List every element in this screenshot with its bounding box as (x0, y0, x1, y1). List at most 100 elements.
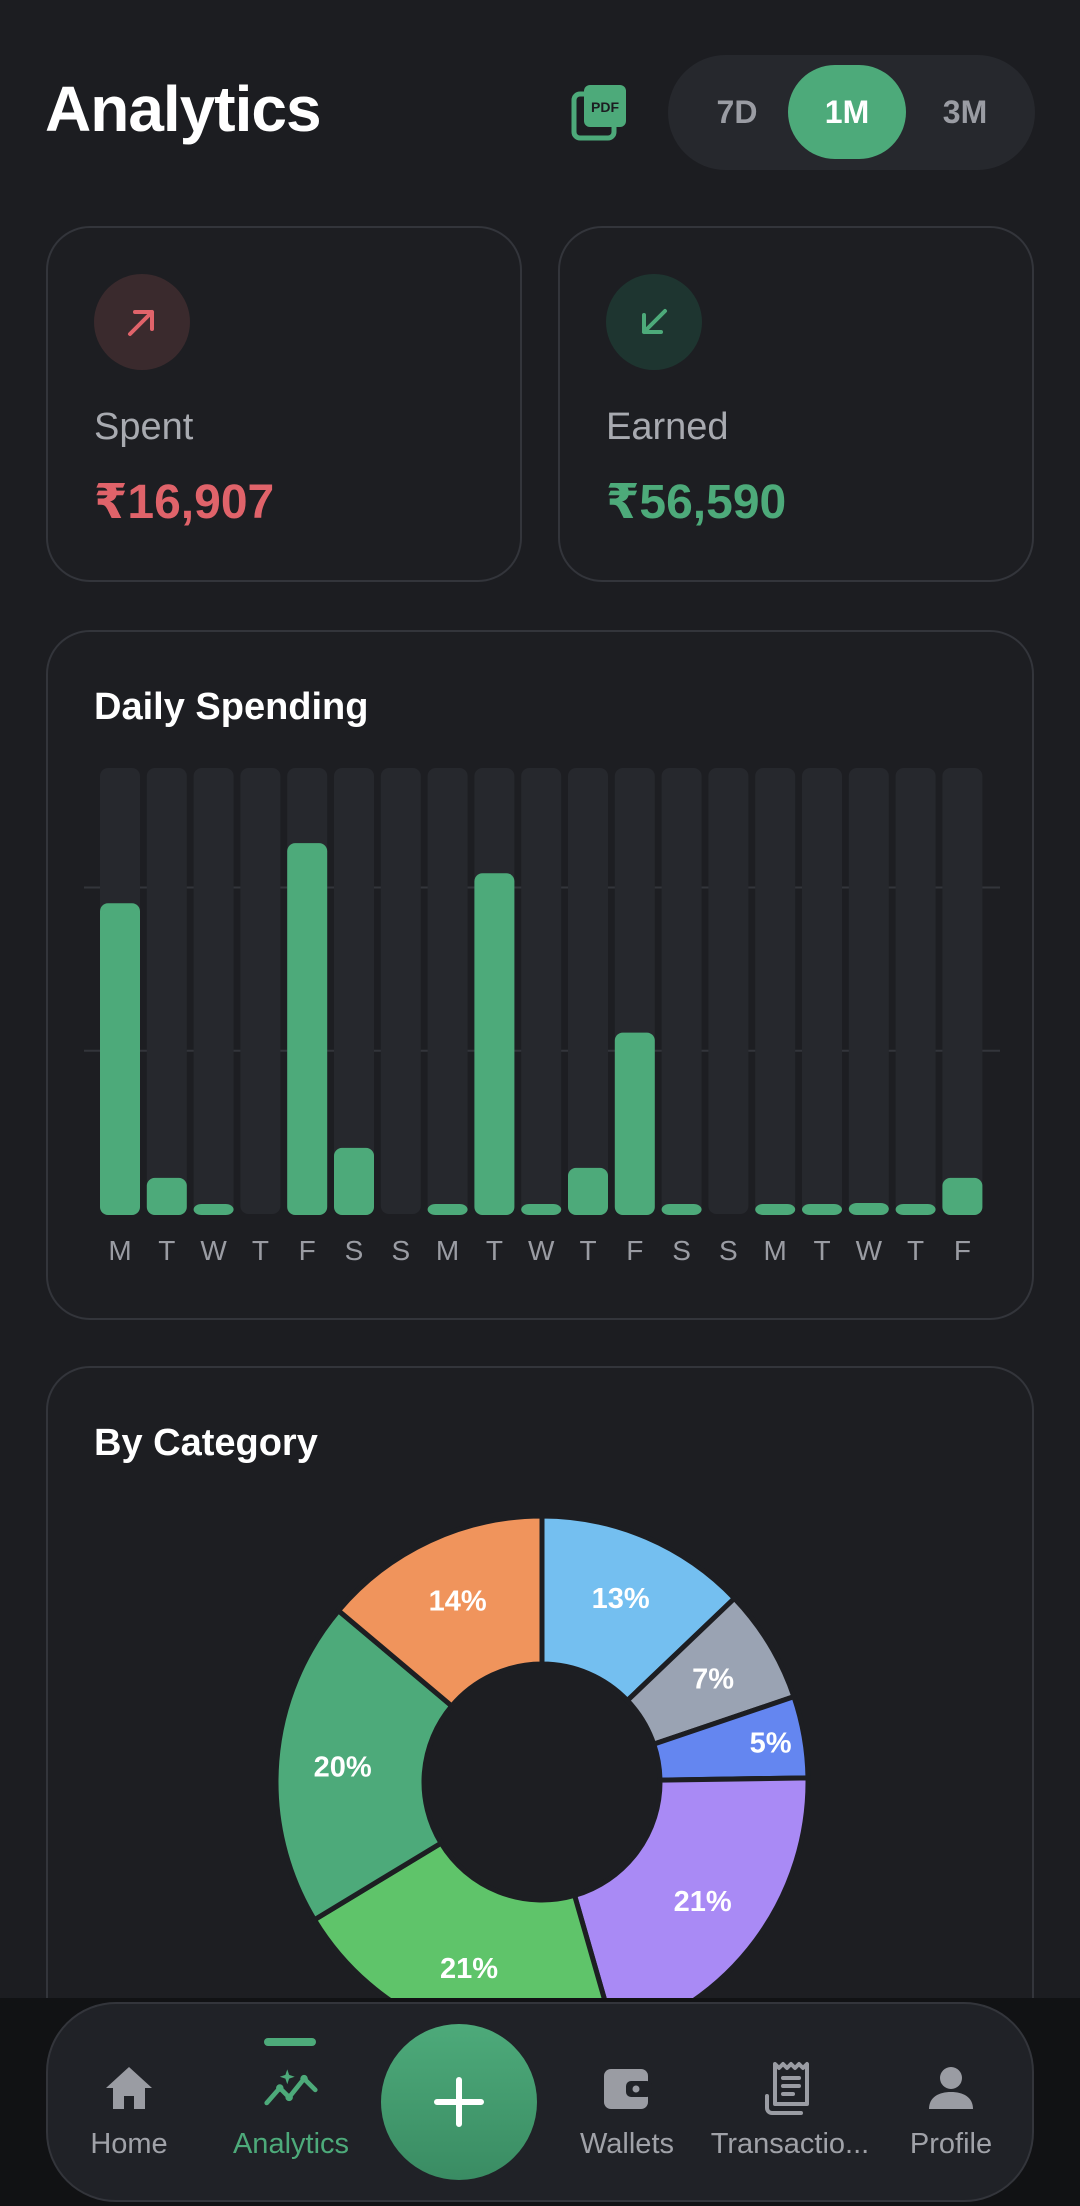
category-donut-chart: 13% 7% 5% 21% 21% 20% 14% (273, 1513, 811, 2051)
category-slice[interactable] (273, 1607, 456, 1924)
daily-bar[interactable] (287, 843, 328, 1215)
day-tick-label: F (954, 1235, 971, 1266)
nav-home-label: Home (90, 2128, 168, 2160)
bar-track (895, 768, 936, 1214)
nav-wallets[interactable]: Wallets (542, 2060, 712, 2170)
day-tick-label: M (764, 1235, 787, 1266)
page-title: Analytics (45, 73, 322, 145)
slice-percent-label: 14% (429, 1586, 487, 1618)
daily-bar[interactable] (474, 873, 515, 1215)
bar-track (240, 768, 281, 1214)
pdf-export-button[interactable]: PDF (568, 80, 632, 144)
nav-analytics-label: Analytics (232, 2128, 350, 2160)
day-tick-label: F (299, 1235, 316, 1266)
day-tick-label: T (252, 1235, 269, 1266)
receipt-icon (765, 2062, 809, 2115)
daily-bar[interactable] (848, 1202, 889, 1215)
bar-track (848, 768, 889, 1214)
analytics-icon (264, 2069, 318, 2106)
bar-track (802, 768, 842, 1214)
bar-track (661, 768, 702, 1214)
day-tick-label: T (813, 1235, 830, 1266)
nav-profile[interactable]: Profile (866, 2060, 1036, 2170)
category-title: By Category (94, 1422, 318, 1464)
slice-percent-label: 21% (440, 1953, 498, 1985)
nav-home[interactable]: Home (44, 2060, 214, 2170)
bar-track (146, 768, 187, 1214)
day-tick-label: S (391, 1235, 410, 1266)
daily-bar[interactable] (334, 1147, 374, 1215)
earned-value: ₹56,590 (606, 476, 787, 529)
day-tick-label: S (719, 1235, 738, 1266)
arrow-up-right-icon (128, 310, 154, 336)
daily-bar[interactable] (661, 1203, 702, 1215)
time-range-switch: 7D 1M 3M (668, 55, 1035, 170)
day-tick-label: T (486, 1235, 503, 1266)
home-icon (106, 2067, 152, 2109)
day-tick-label: F (626, 1235, 643, 1266)
daily-bar[interactable] (521, 1203, 562, 1215)
slice-percent-label: 20% (314, 1751, 372, 1783)
earned-badge (606, 274, 702, 370)
daily-bar[interactable] (100, 903, 140, 1215)
day-tick-label: W (528, 1235, 555, 1266)
day-tick-label: T (907, 1235, 924, 1266)
slice-percent-label: 7% (692, 1663, 734, 1695)
range-3m-button[interactable]: 3M (942, 93, 988, 130)
wallet-icon (604, 2069, 652, 2109)
active-tab-indicator (264, 2038, 316, 2046)
daily-bar[interactable] (146, 1177, 187, 1215)
pdf-export-icon: PDF (571, 85, 626, 141)
bar-track (942, 768, 983, 1214)
day-tick-label: T (579, 1235, 596, 1266)
daily-bar[interactable] (802, 1203, 842, 1215)
spent-card: Spent ₹16,907 (46, 226, 522, 582)
bottom-navigation (46, 2002, 1034, 2202)
category-slice[interactable] (539, 1513, 738, 1705)
day-tick-label: S (345, 1235, 364, 1266)
bar-track (755, 768, 796, 1214)
plus-icon (434, 2077, 484, 2127)
range-1m-button[interactable]: 1M (788, 65, 906, 159)
add-transaction-button[interactable] (381, 2024, 537, 2180)
daily-bar[interactable] (942, 1177, 983, 1215)
daily-bar[interactable] (895, 1203, 936, 1215)
bar-track (521, 768, 562, 1214)
daily-bar[interactable] (614, 1032, 655, 1215)
bar-track (380, 768, 421, 1214)
nav-transactions-label: Transactio... (710, 2128, 870, 2160)
day-tick-label: M (108, 1235, 131, 1266)
day-tick-label: S (672, 1235, 691, 1266)
profile-icon (929, 2067, 973, 2109)
bar-track (708, 768, 749, 1214)
daily-bar[interactable] (193, 1203, 234, 1215)
daily-bar[interactable] (427, 1203, 468, 1215)
daily-spending-title: Daily Spending (94, 686, 369, 728)
earned-card: Earned ₹56,590 (558, 226, 1034, 582)
category-slice[interactable] (335, 1513, 545, 1710)
nav-wallets-label: Wallets (580, 2128, 674, 2160)
bar-track (427, 768, 468, 1214)
day-tick-label: W (200, 1235, 227, 1266)
bar-track (193, 768, 234, 1214)
bar-track (568, 768, 608, 1214)
daily-bar[interactable] (568, 1167, 608, 1215)
spent-label: Spent (94, 406, 194, 448)
range-7d-button[interactable]: 7D (716, 93, 758, 130)
nav-transactions[interactable]: Transactio... (705, 2060, 875, 2170)
spent-value: ₹16,907 (94, 476, 275, 529)
slice-percent-label: 21% (674, 1886, 732, 1918)
slice-percent-label: 13% (592, 1583, 650, 1615)
daily-bar[interactable] (755, 1203, 796, 1215)
bar-track (334, 768, 374, 1214)
nav-profile-label: Profile (909, 2128, 993, 2160)
earned-label: Earned (606, 406, 729, 448)
slice-percent-label: 5% (750, 1728, 792, 1760)
arrow-down-left-icon (642, 309, 667, 334)
day-tick-label: T (158, 1235, 175, 1266)
day-tick-label: W (856, 1235, 883, 1266)
nav-analytics[interactable]: Analytics (206, 2060, 376, 2170)
